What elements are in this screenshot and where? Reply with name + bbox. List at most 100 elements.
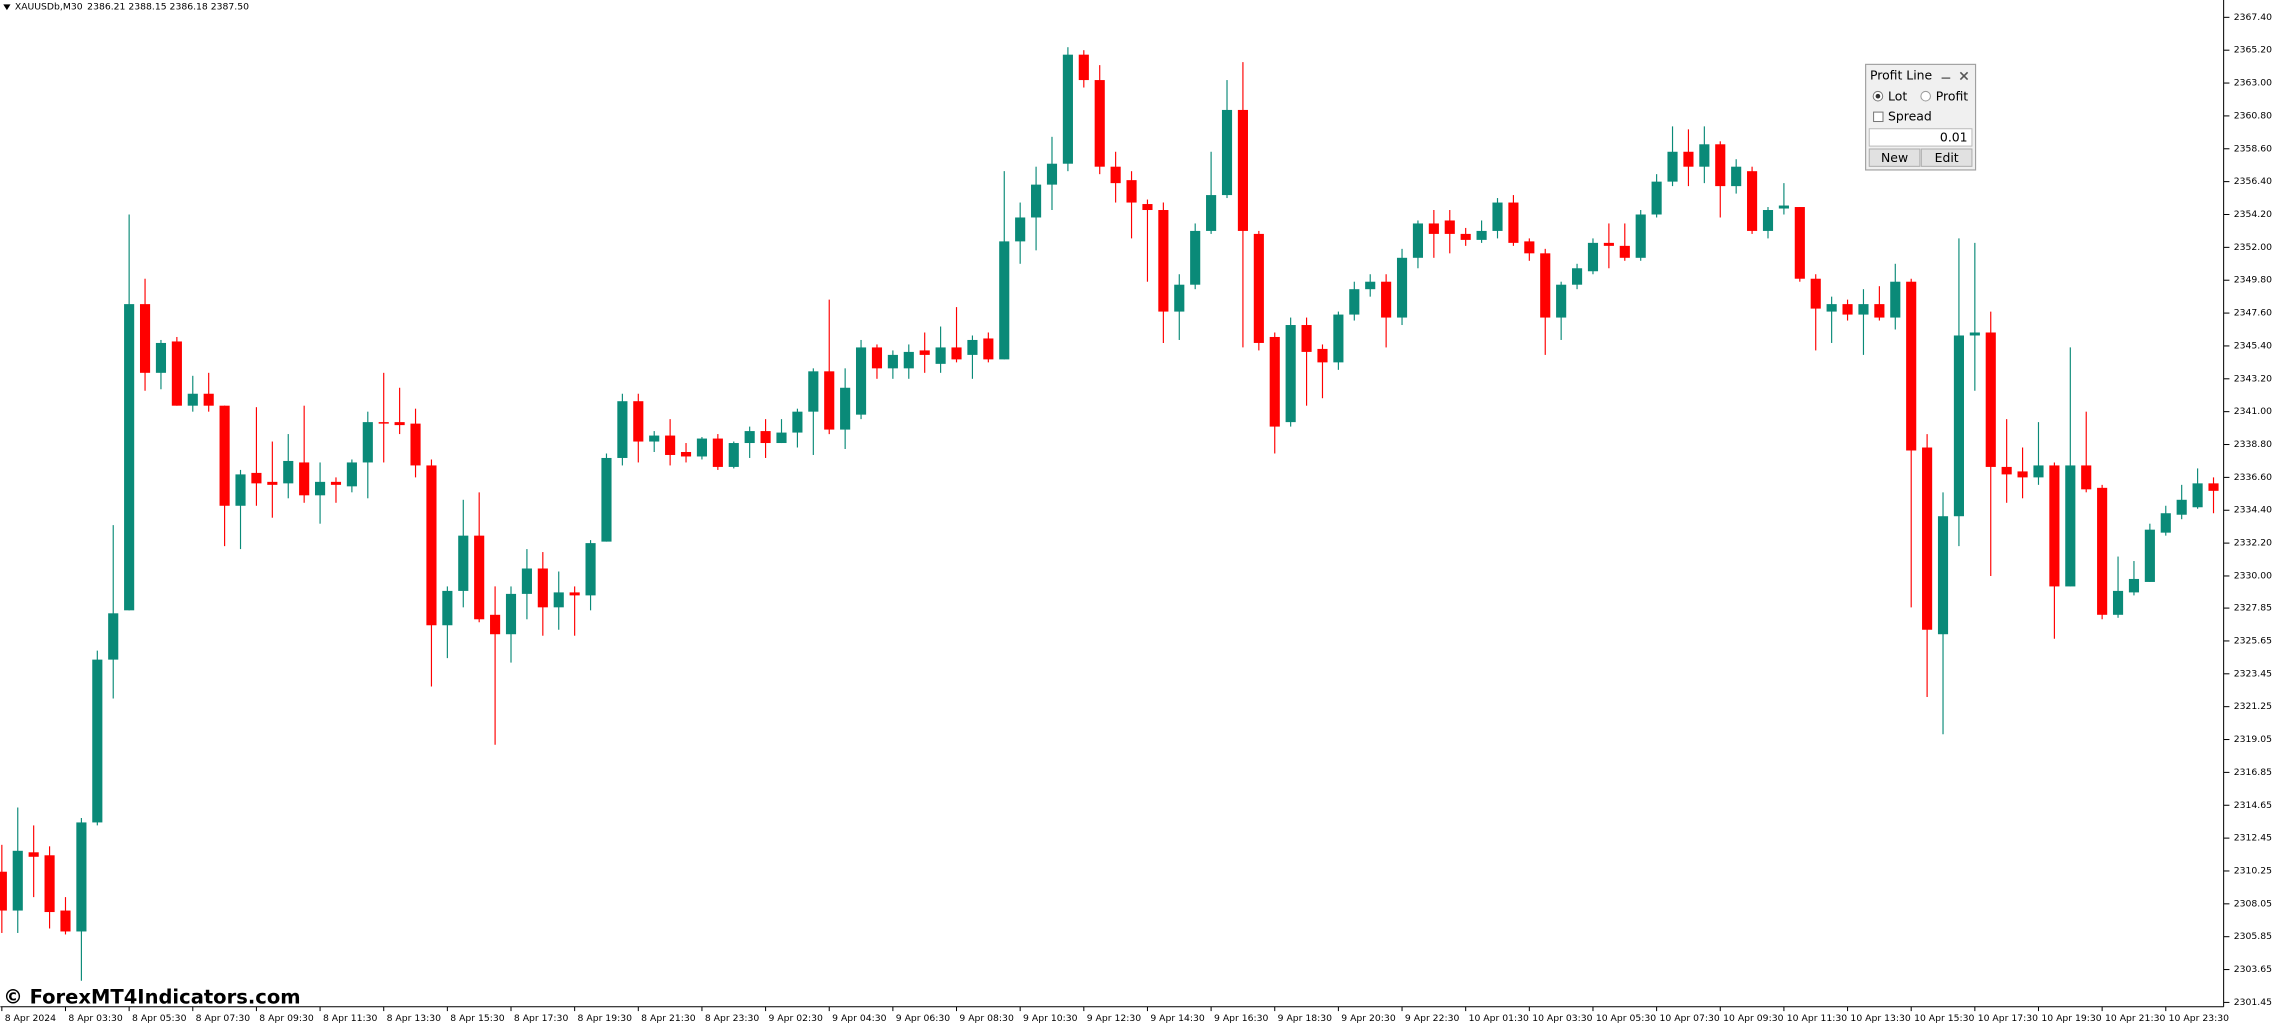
candle-body [585, 543, 596, 596]
candle-body [1333, 314, 1344, 363]
candle-body [760, 431, 771, 444]
x-tick-label: 10 Apr 15:30 [1914, 1013, 1974, 1024]
candle-body [474, 535, 485, 620]
candle-body [1158, 210, 1169, 312]
candle-body [1285, 325, 1296, 423]
x-tick-label: 8 Apr 03:30 [68, 1013, 123, 1024]
candle-body [1412, 223, 1424, 258]
close[interactable] [1959, 71, 1969, 81]
candle-body [1269, 336, 1280, 427]
x-tick-label: 10 Apr 11:30 [1787, 1013, 1847, 1024]
candle-body [1444, 220, 1455, 234]
candle-body [1190, 230, 1201, 285]
candle-body [1937, 516, 1949, 635]
y-tick-label: 2330.00 [2234, 570, 2272, 581]
candle-body [967, 339, 978, 355]
y-tick-label: 2305.85 [2234, 931, 2272, 942]
candle-body [1031, 184, 1042, 218]
radio-profit[interactable] [1920, 90, 1931, 102]
candle-body [999, 241, 1010, 360]
candle-body [1858, 304, 1869, 315]
candle-body [1778, 205, 1789, 209]
candle-body [267, 481, 278, 485]
x-tick-label: 10 Apr 21:30 [2105, 1013, 2165, 1024]
candle-body [1317, 348, 1328, 363]
candle-body [1810, 278, 1821, 309]
candle-body [1715, 144, 1726, 187]
collapse-arrow[interactable] [3, 4, 11, 11]
candle-body [1349, 289, 1360, 315]
symbol: XAUUSDb,M30 [15, 2, 83, 13]
candle-body [410, 423, 421, 466]
candle-body [617, 401, 628, 458]
y-tick-label: 2341.00 [2234, 406, 2272, 417]
x-tick-label: 9 Apr 06:30 [896, 1013, 951, 1024]
lot-value: 0.01 [1940, 130, 1968, 145]
candle-body [808, 371, 819, 412]
y-tick-label: 2356.40 [2234, 176, 2272, 187]
x-tick-label: 10 Apr 19:30 [2041, 1013, 2101, 1024]
candle-body [1078, 54, 1089, 81]
x-tick-label: 9 Apr 04:30 [832, 1013, 887, 1024]
candle-body [2144, 529, 2155, 582]
spread-checkbox[interactable] [1873, 111, 1884, 123]
candle-body [92, 659, 103, 823]
candle-body [346, 462, 357, 487]
candle-body [1046, 163, 1058, 185]
candle-body [1110, 166, 1121, 184]
candle-body [1460, 233, 1471, 240]
lot-input[interactable] [1868, 128, 1973, 147]
candle-body [1126, 180, 1137, 203]
candle-body [219, 405, 230, 506]
candle-body [776, 432, 787, 444]
candle-body [1301, 325, 1312, 352]
x-tick-label: 9 Apr 22:30 [1405, 1013, 1460, 1024]
candle-body [2049, 465, 2060, 587]
candle-body [505, 593, 517, 635]
lot-label: Lot [1888, 88, 1907, 103]
candle-body [1094, 80, 1105, 167]
candle-body [235, 474, 246, 506]
candle-body [187, 393, 198, 406]
y-tick-label: 2332.20 [2234, 538, 2272, 549]
candle-body [935, 347, 946, 364]
x-tick-label: 8 Apr 21:30 [641, 1013, 696, 1024]
candle-body [1699, 144, 1710, 167]
candle-body [171, 341, 182, 406]
candle-body [1556, 284, 1567, 318]
candle-body [1365, 281, 1376, 290]
candle-body [569, 592, 580, 596]
candle-body [1747, 171, 1758, 231]
y-tick-label: 2349.80 [2234, 275, 2272, 286]
y-tick-label: 2360.80 [2234, 110, 2272, 121]
candle-body [1651, 181, 1662, 215]
candle-body [1794, 207, 1805, 279]
x-tick-label: 8 Apr 17:30 [514, 1013, 569, 1024]
candle-body [1587, 242, 1599, 272]
candle-body [0, 871, 7, 911]
candle-body [2128, 578, 2140, 593]
x-tick-label: 10 Apr 23:30 [2169, 1013, 2229, 1024]
edit-button[interactable] [1920, 148, 1973, 167]
y-tick-label: 2336.60 [2234, 472, 2272, 483]
candle-body [394, 422, 405, 426]
candle-body [792, 411, 803, 433]
candle-body [1206, 195, 1217, 231]
candle-body [665, 435, 676, 455]
candle-body [1492, 202, 1503, 231]
candle-body [1635, 214, 1646, 258]
y-tick-label: 2334.40 [2234, 505, 2272, 516]
x-tick-label: 10 Apr 17:30 [1978, 1013, 2038, 1024]
candle-body [2001, 466, 2012, 475]
candle-body [1237, 109, 1248, 231]
candle-body [649, 435, 660, 442]
candle-body [633, 401, 644, 442]
candle-body [712, 438, 723, 467]
x-tick-label: 9 Apr 10:30 [1023, 1013, 1078, 1024]
x-tick-label: 10 Apr 03:30 [1532, 1013, 1592, 1024]
y-tick-label: 2363.00 [2234, 78, 2272, 89]
new-button[interactable] [1868, 148, 1921, 167]
candle-body [1253, 233, 1264, 343]
x-tick-label: 8 Apr 05:30 [132, 1013, 187, 1024]
candle-body [299, 462, 310, 496]
